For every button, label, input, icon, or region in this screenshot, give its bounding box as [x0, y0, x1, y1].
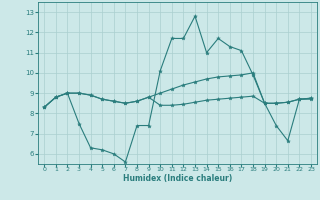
X-axis label: Humidex (Indice chaleur): Humidex (Indice chaleur) — [123, 174, 232, 183]
